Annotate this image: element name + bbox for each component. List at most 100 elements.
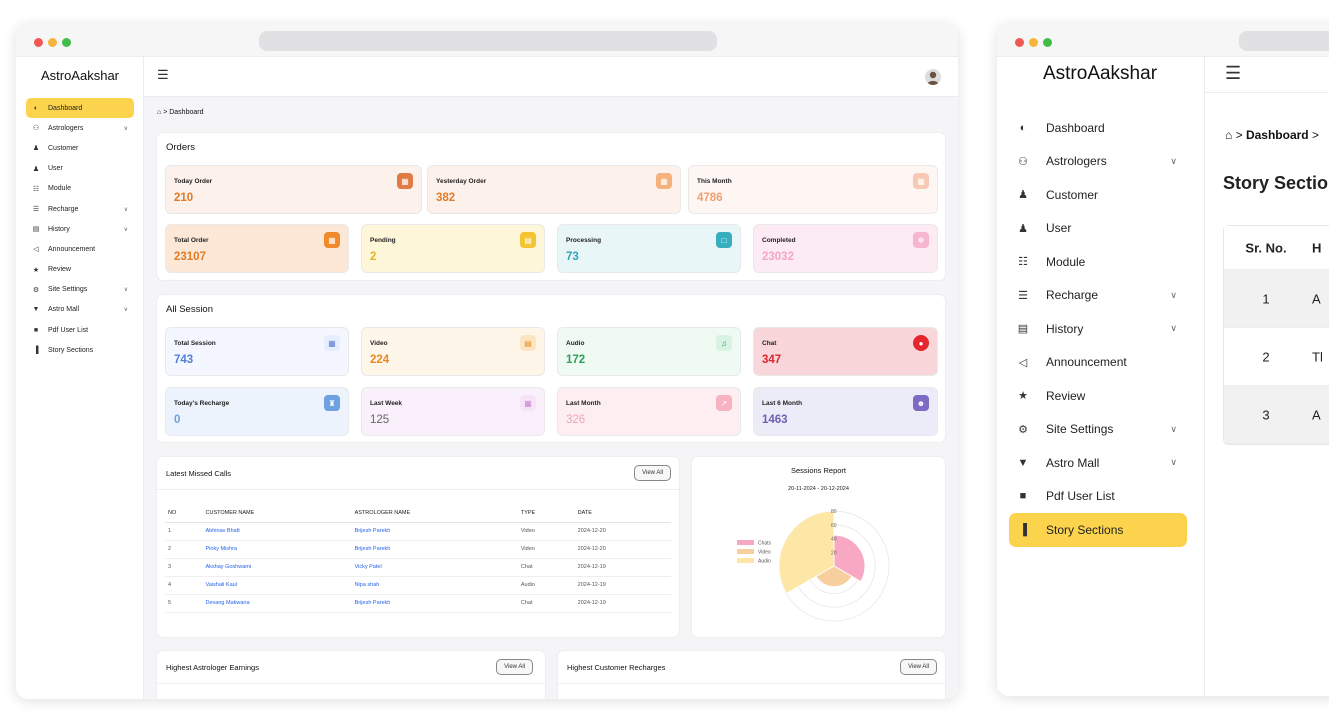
close-dot-icon[interactable] bbox=[34, 38, 43, 47]
view-all-button[interactable]: View All bbox=[496, 659, 533, 675]
chevron-down-icon[interactable]: ∨ bbox=[1170, 457, 1177, 468]
maximize-dot-icon[interactable] bbox=[62, 38, 71, 47]
sidebar-item-customer[interactable]: ♟ Customer bbox=[1009, 178, 1187, 212]
address-bar[interactable] bbox=[259, 31, 717, 51]
yesterday-order-card[interactable]: Yesterday Order 382 ▦ bbox=[427, 165, 681, 214]
sidebar-item-history[interactable]: ▤ History ∨ bbox=[26, 219, 134, 239]
close-dot-icon[interactable] bbox=[1015, 38, 1024, 47]
breadcrumb-link[interactable]: Dashboard bbox=[1245, 128, 1309, 142]
sidebar-item-pdf-user-list[interactable]: ■ Pdf User List bbox=[26, 320, 134, 340]
last-week-card[interactable]: Last Week 125 ▦ bbox=[361, 387, 545, 436]
sidebar-item-label: Site Settings bbox=[1046, 422, 1114, 437]
menu-icon[interactable]: ☰ bbox=[157, 67, 169, 82]
view-all-button[interactable]: View All bbox=[634, 465, 671, 481]
customer-name-link[interactable]: Pinky Mishra bbox=[202, 540, 352, 559]
recharge-icon: ☰ bbox=[1018, 289, 1028, 302]
chevron-down-icon[interactable]: ∨ bbox=[123, 307, 128, 314]
page-title: Story Sectio bbox=[1223, 173, 1329, 193]
address-bar[interactable] bbox=[1239, 31, 1329, 51]
astrologer-name-link[interactable]: Brijesh Parekh bbox=[351, 522, 518, 541]
sidebar-item-announcement[interactable]: ◁ Announcement bbox=[1009, 346, 1187, 380]
sidebar-item-module[interactable]: ☷ Module bbox=[26, 179, 134, 199]
menu-icon[interactable]: ☰ bbox=[1225, 63, 1242, 83]
astrologer-name-link[interactable]: Nipa shah bbox=[351, 576, 518, 595]
astrologer-name-link[interactable]: Brijesh Parekh bbox=[351, 594, 518, 613]
call-type: Chat bbox=[517, 594, 575, 613]
sitemap-icon: ☷ bbox=[1018, 256, 1028, 269]
last-6-month-card[interactable]: Last 6 Month 1463 ☻ bbox=[753, 387, 938, 436]
sidebar-item-astrologers[interactable]: ⚇ Astrologers ∨ bbox=[26, 118, 134, 138]
serial-number: 2 bbox=[1262, 349, 1270, 364]
sidebar-item-module[interactable]: ☷ Module bbox=[1009, 245, 1187, 279]
sidebar-item-astro-mall[interactable]: ▼ Astro Mall ∨ bbox=[1009, 446, 1187, 480]
sidebar-item-review[interactable]: ★ Review bbox=[26, 260, 134, 280]
astrologer-name-link[interactable]: Brijesh Parekh bbox=[351, 540, 518, 559]
sidebar-item-dashboard[interactable]: ◐ Dashboard bbox=[26, 98, 134, 119]
recharge-icon: ☰ bbox=[32, 206, 40, 214]
chevron-down-icon[interactable]: ∨ bbox=[1170, 155, 1177, 166]
sidebar-item-history[interactable]: ▤ History ∨ bbox=[1009, 312, 1187, 346]
browser-titlebar bbox=[997, 24, 1329, 57]
chevron-down-icon[interactable]: ∨ bbox=[1170, 289, 1177, 300]
customer-name-link[interactable]: Akshay Goshwami bbox=[202, 558, 352, 577]
todays-recharge-card[interactable]: Today's Recharge 0 ♜ bbox=[165, 387, 349, 436]
customer-name-link[interactable]: Vaishali Kaul bbox=[202, 576, 352, 595]
sidebar-item-user[interactable]: ♟ User bbox=[26, 159, 134, 179]
sidebar-item-recharge[interactable]: ☰ Recharge ∨ bbox=[26, 199, 134, 219]
legend-swatch bbox=[737, 549, 754, 554]
sidebar-item-pdf-user-list[interactable]: ■ Pdf User List bbox=[1009, 480, 1187, 514]
this-month-card[interactable]: This Month 4786 ▦ bbox=[688, 165, 938, 214]
customer-name-link[interactable]: Abhinav Bhatt bbox=[202, 522, 352, 541]
sidebar-item-label: Pdf User List bbox=[1046, 489, 1115, 504]
sidebar-item-story-sections[interactable]: ▐ Story Sections bbox=[26, 340, 134, 360]
breadcrumb: ⌂ > Dashboard > bbox=[1225, 128, 1319, 142]
processing-card[interactable]: Processing 73 □ bbox=[557, 224, 741, 273]
pending-card[interactable]: Pending 2 ▤ bbox=[361, 224, 545, 273]
chat-icon: ● bbox=[913, 335, 929, 351]
sidebar-item-customer[interactable]: ♟ Customer bbox=[26, 138, 134, 158]
column-header: CUSTOMER NAME bbox=[202, 505, 352, 523]
video-card[interactable]: Video 224 ▤ bbox=[361, 327, 545, 376]
sidebar-item-story-sections[interactable]: ▐ Story Sections bbox=[1009, 513, 1187, 547]
chevron-down-icon[interactable]: ∨ bbox=[1170, 423, 1177, 434]
astrologer-name-link[interactable]: Vicky Patel bbox=[351, 558, 518, 577]
view-all-button[interactable]: View All bbox=[900, 659, 937, 675]
sidebar-item-review[interactable]: ★ Review bbox=[1009, 379, 1187, 413]
home-icon[interactable]: ⌂ bbox=[157, 109, 162, 116]
sidebar-item-dashboard[interactable]: ◐ Dashboard bbox=[1009, 111, 1187, 145]
avatar[interactable] bbox=[925, 69, 941, 85]
sidebar-item-user[interactable]: ♟ User bbox=[1009, 212, 1187, 246]
file-icon: ■ bbox=[1019, 490, 1027, 503]
sidebar-item-astrologers[interactable]: ⚇ Astrologers ∨ bbox=[1009, 145, 1187, 179]
sidebar-item-label: Story Sections bbox=[1046, 522, 1124, 537]
chevron-down-icon[interactable]: ∨ bbox=[123, 206, 128, 213]
last-month-card[interactable]: Last Month 326 ↗ bbox=[557, 387, 741, 436]
completed-card[interactable]: Completed 23032 ✻ bbox=[753, 224, 938, 273]
chevron-down-icon[interactable]: ∨ bbox=[123, 226, 128, 233]
top-header: ☰ bbox=[144, 57, 958, 97]
chat-card[interactable]: Chat 347 ● bbox=[753, 327, 938, 376]
minimize-dot-icon[interactable] bbox=[1029, 38, 1038, 47]
table-row: 3 Akshay Goshwami Vicky Patel Chat 2024-12-1… bbox=[165, 558, 671, 577]
chevron-down-icon[interactable]: ∨ bbox=[123, 125, 128, 132]
audio-card[interactable]: Audio 172 ♫ bbox=[557, 327, 741, 376]
customer-name-link[interactable]: Devang Makwana bbox=[202, 594, 352, 613]
shield-icon: ▼ bbox=[1017, 456, 1029, 469]
column-header: NO bbox=[165, 505, 203, 523]
chevron-down-icon[interactable]: ∨ bbox=[123, 287, 128, 294]
minimize-dot-icon[interactable] bbox=[48, 38, 57, 47]
sidebar-item-site-settings[interactable]: ⚙ Site Settings ∨ bbox=[26, 280, 134, 300]
home-icon[interactable]: ⌂ bbox=[1225, 128, 1233, 142]
trend-icon: ↗ bbox=[716, 395, 732, 411]
sidebar-item-announcement[interactable]: ◁ Announcement bbox=[26, 239, 134, 259]
today-order-card[interactable]: Today Order 210 ▦ bbox=[165, 165, 422, 214]
sidebar-item-label: Dashboard bbox=[48, 104, 83, 112]
call-type: Video bbox=[517, 522, 575, 541]
maximize-dot-icon[interactable] bbox=[1043, 38, 1052, 47]
chevron-down-icon[interactable]: ∨ bbox=[1170, 323, 1177, 334]
sidebar-item-astro-mall[interactable]: ▼ Astro Mall ∨ bbox=[26, 300, 134, 320]
total-order-card[interactable]: Total Order 23107 ▦ bbox=[165, 224, 349, 273]
sidebar-item-recharge[interactable]: ☰ Recharge ∨ bbox=[1009, 279, 1187, 313]
sidebar-item-site-settings[interactable]: ⚙ Site Settings ∨ bbox=[1009, 413, 1187, 447]
total-session-card[interactable]: Total Session 743 ▦ bbox=[165, 327, 349, 376]
